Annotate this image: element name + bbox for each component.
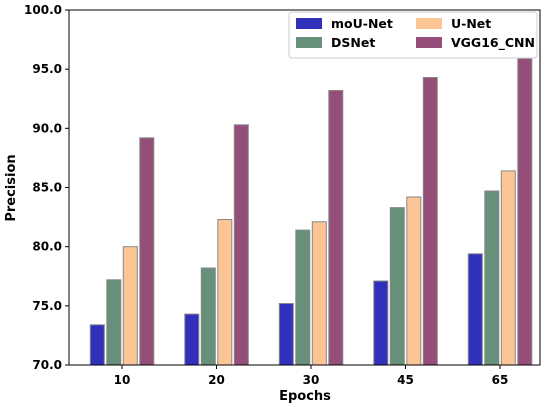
x-axis-ticks: 10 20 30 45 65 — [114, 365, 509, 387]
bar-moU-Net-20 — [184, 313, 200, 366]
y-tick-label: 90.0 — [32, 121, 62, 135]
x-tick-label: 20 — [208, 373, 225, 387]
plot-frame — [68, 9, 541, 366]
legend-label-VGG16_CNN: VGG16_CNN — [451, 35, 535, 51]
bar-DSNet-30 — [295, 229, 311, 366]
bar-VGG16_CNN-10 — [139, 137, 155, 366]
bar-VGG16_CNN-20 — [233, 124, 249, 366]
bar-DSNet-65 — [484, 190, 500, 366]
bar-U-Net-45 — [406, 196, 422, 366]
legend: moU-Net DSNet U-Net VGG16_CNN — [288, 11, 538, 59]
bar-moU-Net-65 — [467, 253, 483, 366]
y-axis-ticks: 70.0 75.0 80.0 85.0 90.0 95.0 100.0 — [24, 3, 69, 372]
bar-moU-Net-30 — [278, 303, 294, 366]
bar-moU-Net-45 — [373, 280, 389, 366]
y-tick-label: 75.0 — [32, 299, 62, 313]
x-axis-label: Epochs — [279, 389, 331, 404]
legend-frame — [288, 11, 538, 59]
bars-group — [89, 58, 533, 366]
bar-U-Net-10 — [122, 246, 138, 366]
y-tick-label: 95.0 — [32, 62, 62, 76]
x-tick-label: 65 — [492, 373, 509, 387]
y-tick-label: 70.0 — [32, 358, 62, 372]
legend-swatch-moU-Net — [296, 18, 322, 29]
bar-VGG16_CNN-30 — [328, 90, 344, 366]
bar-U-Net-65 — [500, 170, 516, 366]
x-tick-label: 10 — [114, 373, 131, 387]
legend-label-U-Net: U-Net — [451, 16, 491, 31]
bar-U-Net-30 — [311, 221, 327, 366]
y-tick-label: 85.0 — [32, 181, 62, 195]
bar-moU-Net-10 — [89, 324, 105, 366]
legend-label-DSNet: DSNet — [331, 35, 375, 50]
bar-DSNet-20 — [200, 267, 216, 366]
legend-swatch-U-Net — [416, 18, 442, 29]
y-tick-label: 100.0 — [24, 3, 62, 17]
legend-swatch-DSNet — [296, 37, 322, 48]
bar-VGG16_CNN-45 — [422, 77, 438, 366]
legend-swatch-VGG16_CNN — [416, 37, 442, 48]
x-tick-label: 45 — [397, 373, 414, 387]
bar-VGG16_CNN-65 — [517, 58, 533, 366]
bar-DSNet-45 — [389, 207, 405, 366]
x-tick-label: 30 — [303, 373, 320, 387]
y-axis-label: Precision — [4, 154, 19, 221]
y-tick-label: 80.0 — [32, 240, 62, 254]
bar-DSNet-10 — [106, 279, 122, 366]
legend-label-moU-Net: moU-Net — [331, 16, 393, 31]
bar-U-Net-20 — [217, 219, 233, 366]
